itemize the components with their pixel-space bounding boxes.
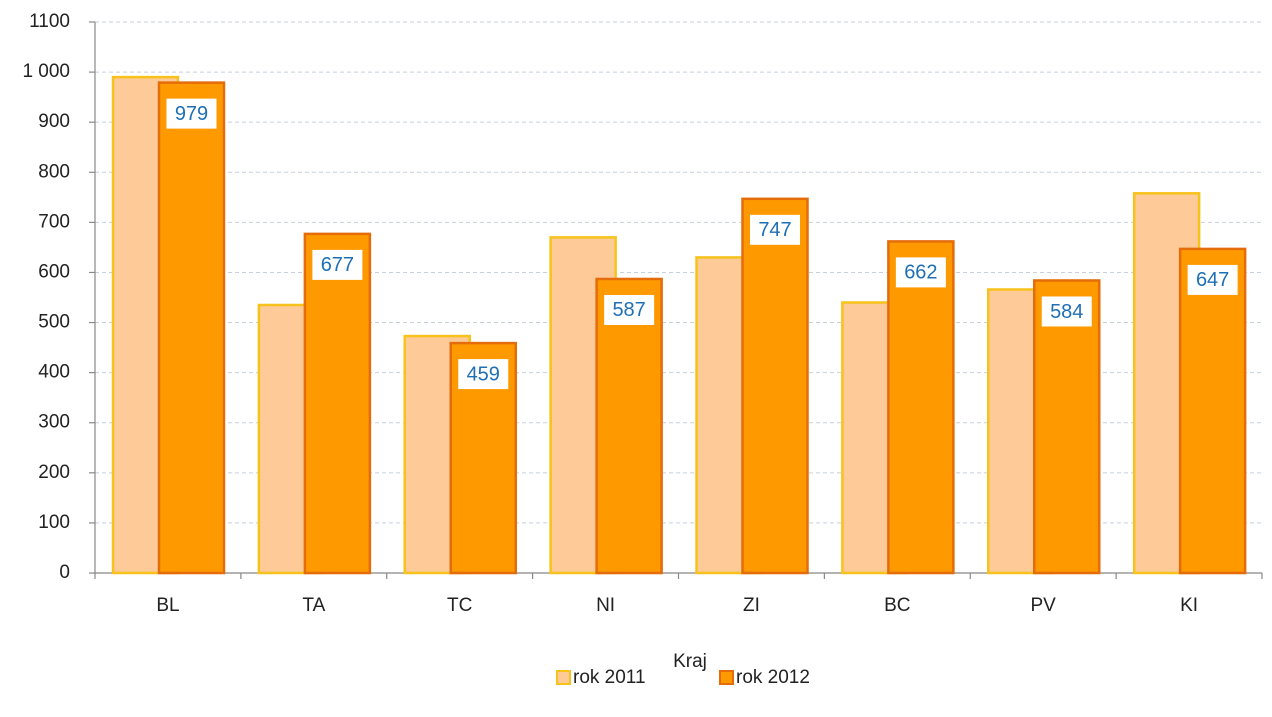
y-tick-label: 300 <box>38 412 70 433</box>
legend-label: rok 2011 <box>573 667 646 688</box>
bar <box>741 197 809 575</box>
legend-swatch <box>556 670 571 685</box>
x-tick-label: ZI <box>743 595 760 616</box>
x-tick-label: PV <box>1031 595 1057 616</box>
bar <box>887 240 955 575</box>
data-label: 647 <box>1196 269 1229 291</box>
legend-swatch <box>719 670 734 685</box>
x-tick-label: TC <box>447 595 472 616</box>
y-tick-label: 400 <box>38 362 70 383</box>
bar <box>595 277 663 575</box>
y-tick-label: 200 <box>38 462 70 483</box>
data-label-box <box>895 257 946 288</box>
data-label-box <box>458 359 509 390</box>
x-tick-label: BC <box>884 595 910 616</box>
bar <box>157 81 226 575</box>
data-label: 587 <box>612 299 645 321</box>
bar <box>1033 279 1101 575</box>
data-label: 584 <box>1050 301 1083 323</box>
data-label-box <box>312 249 363 280</box>
y-tick-label: 1 000 <box>22 61 70 82</box>
data-label-box <box>1187 264 1238 295</box>
y-tick-label: 600 <box>38 261 70 282</box>
y-tick-label: 1100 <box>29 11 70 32</box>
y-tick-label: 500 <box>38 312 70 333</box>
y-tick-label: 900 <box>38 111 70 132</box>
x-axis-title: Kraj <box>673 651 707 672</box>
x-tick-label: BL <box>156 595 179 616</box>
data-label: 747 <box>758 219 791 241</box>
legend-label: rok 2012 <box>736 667 810 688</box>
data-label-box <box>750 214 800 245</box>
data-label: 979 <box>175 103 208 125</box>
data-label-box <box>166 98 217 129</box>
bar <box>1178 247 1247 575</box>
x-tick-label: TA <box>302 595 325 616</box>
data-label: 662 <box>904 262 937 284</box>
bar <box>303 232 372 575</box>
y-tick-label: 0 <box>59 562 70 583</box>
data-label: 459 <box>467 363 500 385</box>
y-tick-label: 700 <box>38 211 70 232</box>
x-tick-label: NI <box>596 595 615 616</box>
data-label-box <box>604 294 655 325</box>
y-tick-label: 100 <box>38 512 70 533</box>
y-tick-label: 800 <box>38 161 70 182</box>
data-label-box <box>1041 296 1092 327</box>
data-label: 677 <box>321 254 354 276</box>
x-tick-label: KI <box>1180 595 1198 616</box>
